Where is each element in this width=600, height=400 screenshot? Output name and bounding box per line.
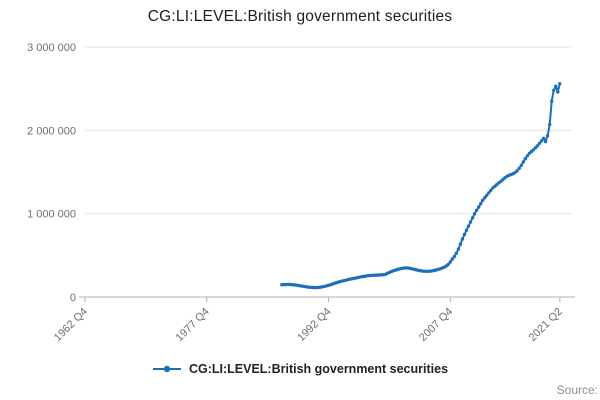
data-point[interactable] <box>462 232 467 237</box>
data-point[interactable] <box>487 191 491 195</box>
x-axis-tick-label: 1962 Q4 <box>52 306 90 344</box>
data-point[interactable] <box>521 160 525 164</box>
data-point[interactable] <box>446 262 450 267</box>
data-point[interactable] <box>450 257 454 261</box>
data-point[interactable] <box>543 139 548 144</box>
data-point[interactable] <box>466 224 471 228</box>
data-point[interactable] <box>531 148 536 152</box>
series-line <box>281 83 561 289</box>
data-point[interactable] <box>456 247 461 251</box>
data-point[interactable] <box>458 242 463 246</box>
data-point[interactable] <box>545 134 550 138</box>
data-point[interactable] <box>525 154 530 158</box>
data-point[interactable] <box>470 216 475 220</box>
data-point[interactable] <box>558 82 562 86</box>
chart-svg: 0 1 000 000 2 000 000 3 000 000 1962 Q4 1977 … <box>27 42 575 344</box>
y-axis-tick-label: 3 000 000 <box>27 42 76 54</box>
legend-marker <box>152 365 181 373</box>
y-axis-tick-label: 2 000 000 <box>27 125 76 137</box>
data-point[interactable] <box>472 212 477 216</box>
data-point[interactable] <box>550 99 554 103</box>
x-axis-tick-label: 1977 Q4 <box>174 306 212 344</box>
chart-title: CG:LI:LEVEL:British government securitie… <box>147 8 453 25</box>
data-point[interactable] <box>485 193 489 197</box>
data-point[interactable] <box>519 163 523 167</box>
data-point[interactable] <box>537 141 542 145</box>
data-point[interactable] <box>460 237 465 241</box>
x-axis-tick-label: 2007 Q4 <box>417 306 455 344</box>
data-point[interactable] <box>468 220 473 224</box>
data-point[interactable] <box>541 136 546 140</box>
legend-marker-dot <box>163 365 171 373</box>
data-point[interactable] <box>523 157 527 161</box>
data-point[interactable] <box>552 88 556 92</box>
x-axis-tick-label: 1992 Q4 <box>295 306 333 344</box>
data-point[interactable] <box>477 205 481 209</box>
data-point[interactable] <box>479 202 483 206</box>
data-point[interactable] <box>539 139 544 143</box>
data-point[interactable] <box>517 166 521 170</box>
data-point[interactable] <box>452 254 456 259</box>
data-point[interactable] <box>464 228 469 232</box>
y-axis-tick-label: 1 000 000 <box>27 209 76 221</box>
data-point[interactable] <box>454 251 458 255</box>
source-label: Source: <box>556 383 598 397</box>
legend-item[interactable]: CG:LI:LEVEL:British government securitie… <box>0 362 600 376</box>
data-point[interactable] <box>556 90 560 94</box>
data-point[interactable] <box>548 122 552 127</box>
data-point[interactable] <box>474 208 479 212</box>
legend-label: CG:LI:LEVEL:British government securitie… <box>188 362 449 376</box>
data-point[interactable] <box>483 196 487 200</box>
data-point[interactable] <box>481 198 485 202</box>
data-point[interactable] <box>489 188 493 192</box>
data-point[interactable] <box>554 84 558 88</box>
y-axis-tick-label: 0 <box>70 292 76 304</box>
data-point[interactable] <box>515 169 519 173</box>
data-point[interactable] <box>448 260 452 264</box>
data-point[interactable] <box>535 144 540 148</box>
x-axis-tick-label: 2021 Q2 <box>527 306 565 344</box>
